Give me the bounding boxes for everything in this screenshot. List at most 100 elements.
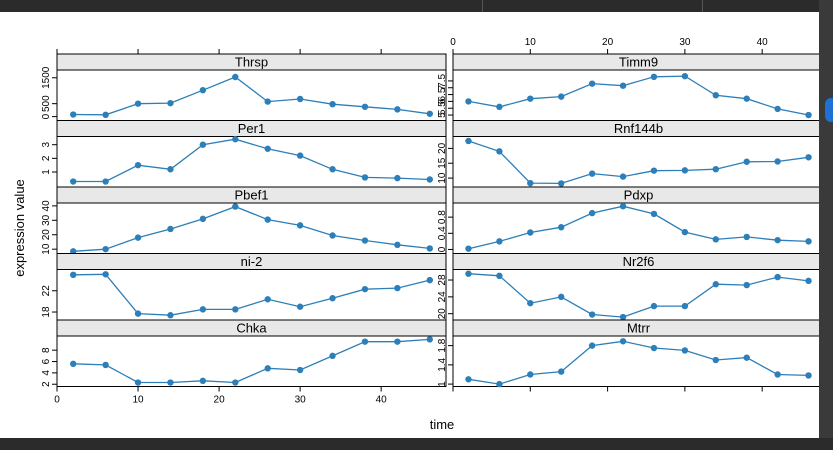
x-axis-label: time	[430, 417, 455, 432]
y-tick-label: 15	[437, 157, 448, 169]
data-point	[167, 99, 174, 107]
data-point	[527, 95, 534, 102]
y-tick-label: 8	[41, 347, 52, 353]
data-point	[296, 366, 304, 374]
data-point	[134, 100, 142, 107]
window-right-edge	[819, 0, 833, 450]
panel-frame	[452, 269, 825, 321]
data-point	[329, 295, 336, 302]
data-point	[361, 174, 369, 181]
panel-per1: Per1 1 2 3	[41, 120, 447, 188]
y-tick-label: 18	[41, 306, 52, 318]
data-point	[232, 203, 239, 210]
data-point	[558, 180, 565, 187]
y-tick-label: 2	[41, 381, 52, 387]
data-point	[805, 111, 812, 119]
data-point	[465, 98, 472, 105]
panel-title: Per1	[238, 121, 265, 136]
data-point	[712, 236, 719, 243]
data-point	[167, 379, 174, 386]
y-tick-label: 20	[41, 229, 52, 241]
data-point	[496, 148, 503, 155]
data-point	[329, 100, 336, 108]
data-point	[558, 293, 565, 301]
data-point	[134, 161, 142, 169]
data-point	[527, 179, 534, 187]
data-point	[588, 342, 596, 349]
data-point	[102, 361, 109, 369]
data-point	[619, 82, 627, 89]
y-tick-label: 1.4	[437, 357, 448, 371]
data-point	[774, 273, 781, 281]
data-point	[102, 271, 109, 278]
data-point	[558, 224, 565, 231]
panel-frame	[56, 69, 447, 121]
x-tick-label: 0	[450, 37, 456, 48]
data-point	[619, 338, 627, 345]
data-point	[134, 310, 142, 317]
series-line	[468, 140, 809, 185]
data-point	[496, 238, 503, 245]
data-point	[743, 233, 750, 241]
y-tick-label: 22	[41, 285, 52, 297]
panel-title: Mtrr	[627, 321, 651, 336]
panel-nr2f6: Nr2f6 20 24 28	[437, 253, 825, 321]
panel-frame	[56, 269, 447, 321]
data-point	[743, 354, 750, 361]
data-point	[527, 229, 534, 236]
data-point	[650, 210, 658, 218]
data-point	[527, 371, 534, 378]
panel-title: Pbef1	[235, 188, 269, 203]
data-point	[361, 103, 369, 110]
panel-title: Chka	[236, 321, 267, 336]
data-point	[264, 145, 271, 152]
y-tick-label: 2	[41, 155, 52, 161]
x-tick-label: 30	[679, 37, 691, 48]
data-point	[681, 167, 689, 174]
y-tick-label: 0.8	[437, 210, 448, 224]
data-point	[743, 95, 750, 102]
data-point	[329, 232, 336, 239]
data-point	[264, 296, 271, 303]
panel-ni-2: ni-2 18 22	[41, 253, 447, 321]
data-point	[199, 306, 207, 313]
data-point	[199, 377, 207, 385]
panel-title: Pdxp	[624, 188, 654, 203]
y-tick-label: 3	[41, 141, 52, 147]
data-point	[394, 241, 401, 249]
y-tick-label: 500	[41, 95, 52, 112]
x-tick-label: 40	[376, 395, 388, 406]
panel-pdxp: Pdxp 0 0.4 0.8	[437, 186, 825, 254]
window-top-bar	[0, 0, 833, 12]
data-point	[527, 299, 534, 307]
panel-chka: Chka 2 4 6 8	[41, 319, 447, 387]
panel-title: Rnf144b	[614, 121, 663, 136]
data-point	[264, 216, 271, 223]
series-line	[73, 338, 430, 384]
data-point	[650, 167, 658, 174]
data-point	[588, 209, 596, 217]
y-tick-label: 10	[41, 243, 52, 255]
data-point	[774, 371, 781, 378]
data-point	[70, 271, 77, 279]
data-point	[296, 95, 304, 103]
data-point	[712, 356, 719, 364]
data-point	[329, 166, 336, 173]
edge-handle[interactable]	[825, 98, 833, 122]
data-point	[681, 347, 689, 354]
data-point	[232, 306, 239, 313]
data-point	[426, 276, 433, 284]
x-tick-label: 0	[54, 395, 60, 406]
data-point	[496, 272, 503, 280]
data-point	[394, 284, 401, 292]
y-tick-label: 4	[41, 370, 52, 376]
series-line	[73, 76, 430, 116]
x-tick-label: 20	[602, 37, 614, 48]
panel-rnf144b: Rnf144b 10 15 20	[437, 120, 825, 188]
data-point	[167, 225, 174, 233]
data-point	[650, 73, 658, 81]
y-tick-label: 0	[437, 246, 448, 252]
panel-title: Thrsp	[235, 55, 268, 70]
y-tick-label: 1	[41, 169, 52, 175]
